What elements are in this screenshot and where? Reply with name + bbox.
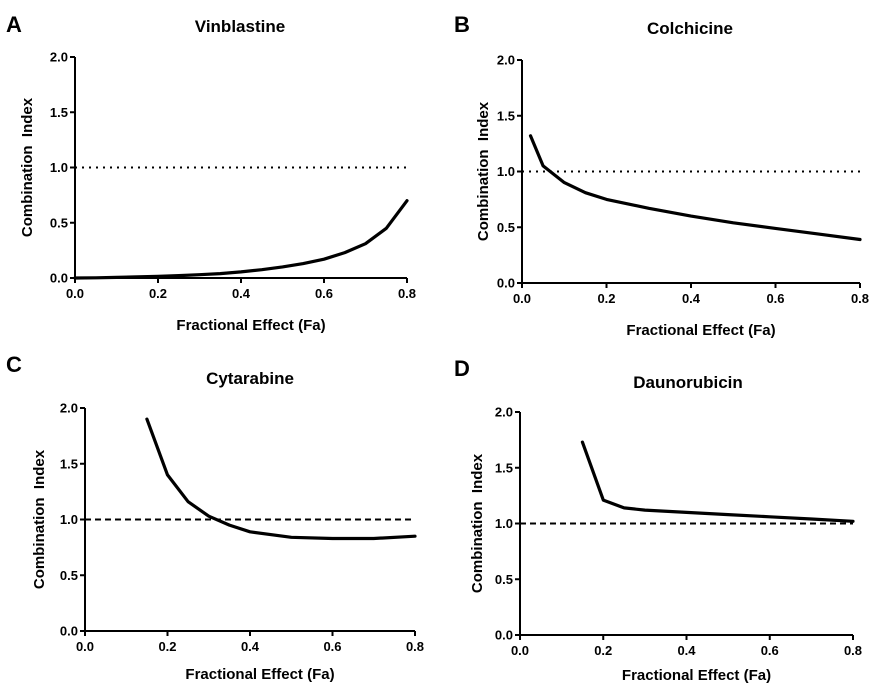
- panel-letter: B: [454, 12, 470, 37]
- x-tick-label: 0.4: [677, 643, 696, 658]
- x-tick-label: 0.0: [66, 286, 84, 301]
- y-tick-label: 2.0: [50, 50, 68, 65]
- y-tick-label: 0.0: [50, 271, 68, 286]
- y-tick-label: 2.0: [497, 53, 515, 68]
- y-tick-label: 1.5: [495, 460, 513, 475]
- y-tick-label: 0.5: [495, 572, 513, 587]
- y-tick-label: 0.5: [50, 215, 68, 230]
- x-tick-label: 0.8: [406, 639, 424, 654]
- series-line: [73, 199, 409, 280]
- y-axis-label: Combination Index: [475, 101, 492, 241]
- y-tick-label: 1.5: [60, 456, 78, 471]
- x-tick-label: 0.6: [766, 291, 784, 306]
- x-tick-label: 0.2: [158, 639, 176, 654]
- y-tick-label: 2.0: [495, 405, 513, 420]
- panel-letter: C: [6, 352, 22, 377]
- series-line: [580, 440, 855, 523]
- x-axis-label: Fractional Effect (Fa): [176, 317, 325, 334]
- x-tick-label: 0.6: [315, 286, 333, 301]
- y-tick-label: 2.0: [60, 401, 78, 416]
- panel-letter: A: [6, 12, 22, 37]
- chart-title: Cytarabine: [206, 369, 294, 388]
- x-axis-label: Fractional Effect (Fa): [185, 666, 334, 683]
- panel-letter: D: [454, 356, 470, 381]
- y-tick-label: 0.5: [497, 220, 515, 235]
- series-line: [528, 134, 862, 242]
- y-tick-label: 1.0: [497, 164, 515, 179]
- y-tick-label: 0.5: [60, 568, 78, 583]
- x-tick-label: 0.4: [241, 639, 260, 654]
- y-axis-label: Combination Index: [469, 453, 486, 593]
- series-line: [145, 417, 417, 541]
- chart-title: Vinblastine: [195, 17, 285, 36]
- y-axis-label: Combination Index: [31, 449, 48, 589]
- x-tick-label: 0.8: [844, 643, 862, 658]
- x-axis-label: Fractional Effect (Fa): [626, 322, 775, 339]
- x-tick-label: 0.8: [851, 291, 869, 306]
- y-tick-label: 1.0: [60, 512, 78, 527]
- x-tick-label: 0.0: [76, 639, 94, 654]
- x-tick-label: 0.2: [594, 643, 612, 658]
- y-axis-label: Combination Index: [19, 97, 36, 237]
- y-tick-label: 1.0: [50, 160, 68, 175]
- y-tick-label: 0.0: [497, 276, 515, 291]
- x-tick-label: 0.0: [513, 291, 531, 306]
- x-tick-label: 0.6: [761, 643, 779, 658]
- x-tick-label: 0.6: [323, 639, 341, 654]
- x-axis-label: Fractional Effect (Fa): [622, 667, 771, 684]
- x-tick-label: 0.2: [597, 291, 615, 306]
- x-tick-label: 0.4: [682, 291, 701, 306]
- chart-title: Colchicine: [647, 19, 733, 38]
- x-tick-label: 0.4: [232, 286, 251, 301]
- x-tick-label: 0.8: [398, 286, 416, 301]
- y-tick-label: 0.0: [495, 628, 513, 643]
- y-tick-label: 1.0: [495, 516, 513, 531]
- x-tick-label: 0.0: [511, 643, 529, 658]
- x-tick-label: 0.2: [149, 286, 167, 301]
- y-tick-label: 1.5: [497, 108, 515, 123]
- y-tick-label: 0.0: [60, 624, 78, 639]
- y-tick-label: 1.5: [50, 105, 68, 120]
- chart-title: Daunorubicin: [633, 373, 743, 392]
